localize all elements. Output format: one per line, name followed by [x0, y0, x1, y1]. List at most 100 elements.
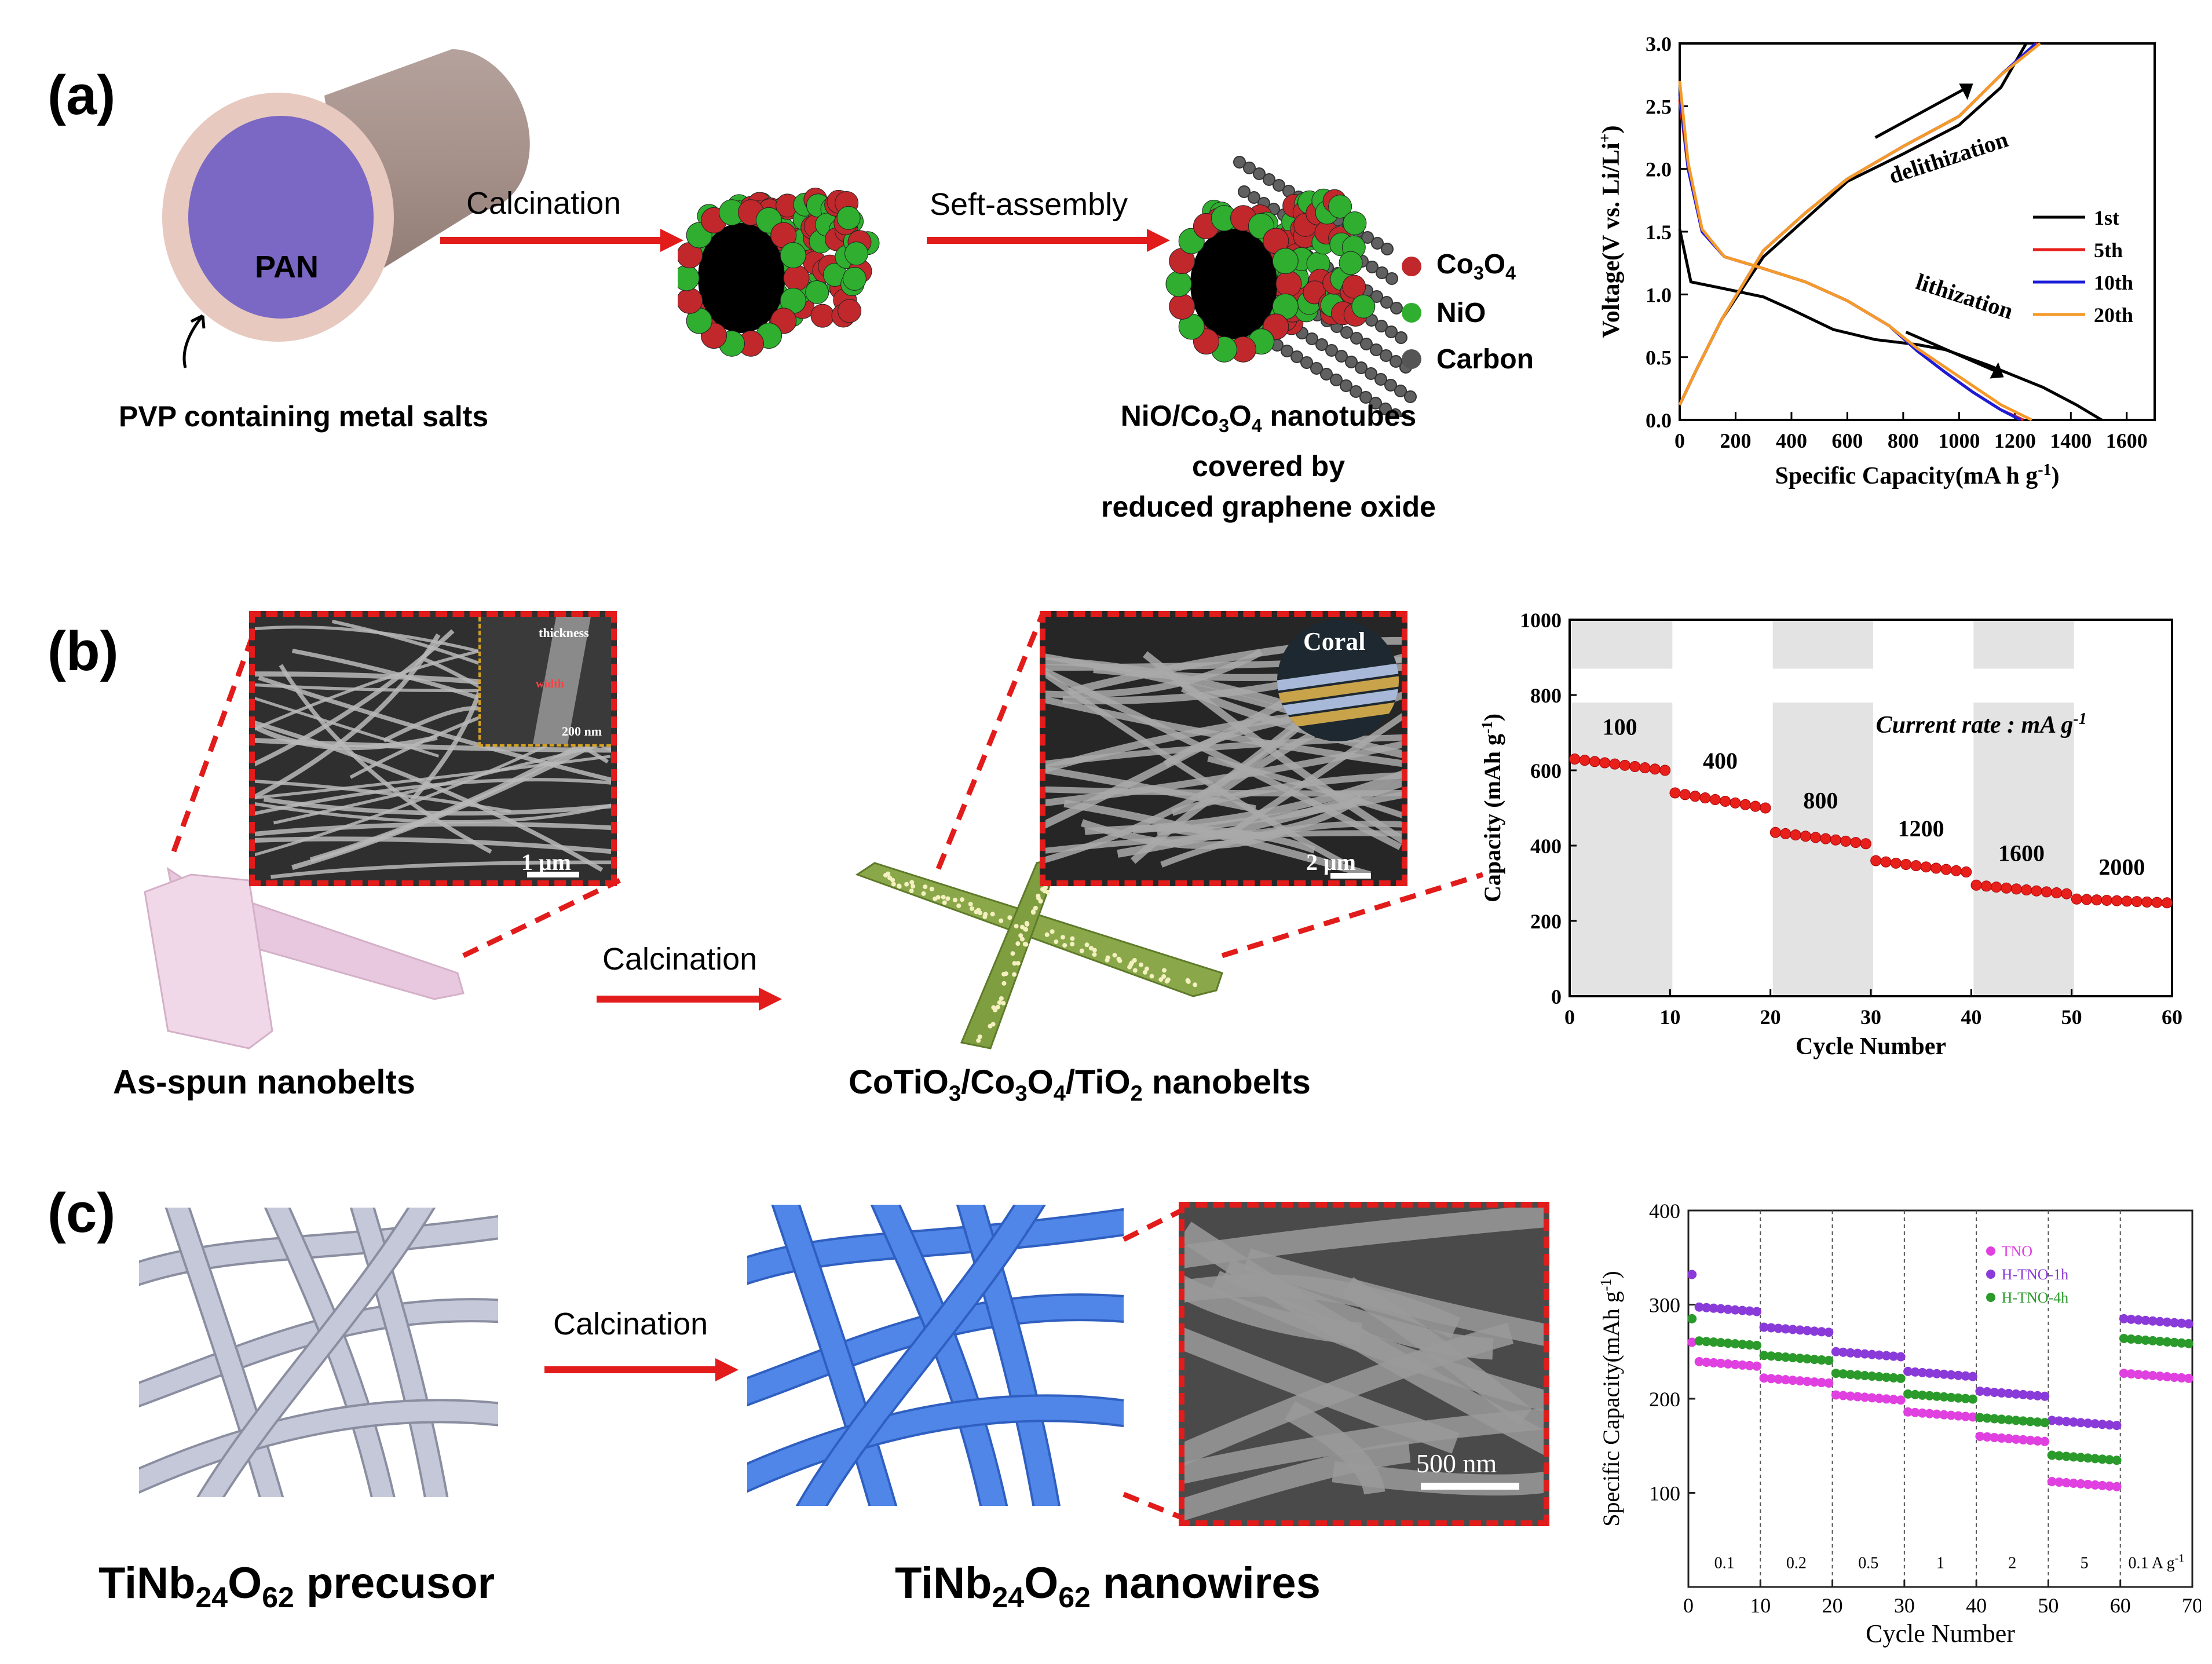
data-point-TNO: [2155, 1372, 2165, 1381]
data-point: [1750, 800, 1761, 812]
particle-dot: [921, 891, 926, 896]
rate-label: 1600: [1998, 840, 2045, 866]
data-point-H-TNO-1h: [2040, 1391, 2050, 1401]
data-point: [2161, 897, 2173, 909]
data-point-TNO: [1982, 1432, 1992, 1442]
data-point-TNO: [2162, 1372, 2172, 1381]
data-point-TNO: [1961, 1411, 1970, 1421]
sem-image-as-spun: thickness width 200 nm 1 μm: [249, 611, 617, 886]
data-point: [1880, 856, 1892, 868]
carbon-atom: [1385, 326, 1398, 338]
data-point-H-TNO-1h: [2126, 1314, 2136, 1324]
data-point: [1860, 838, 1871, 850]
data-point-H-TNO-1h: [1853, 1348, 1863, 1358]
data-point-H-TNO-1h: [1788, 1325, 1798, 1334]
particle-dot: [993, 1007, 998, 1012]
data-point-TNO: [1860, 1392, 1870, 1402]
data-point-TNO: [1990, 1432, 1999, 1442]
data-point-TNO: [1939, 1410, 1949, 1420]
co3o4-dot-icon: [1402, 257, 1421, 276]
data-point-H-TNO-4h: [1925, 1391, 1935, 1400]
sem-fiber: [255, 836, 611, 854]
data-point-TNO: [1831, 1390, 1841, 1400]
carbon-atom: [1253, 167, 1266, 180]
sem-fiber: [270, 860, 611, 879]
particle-dot: [983, 912, 988, 917]
data-point: [2111, 895, 2123, 906]
data-point: [1800, 831, 1811, 842]
data-point-H-TNO-1h: [1954, 1370, 1964, 1380]
calcination-label-c: Calcination: [553, 1307, 708, 1341]
particle-dot: [1062, 943, 1067, 948]
x-tick-label: 0: [1674, 429, 1685, 452]
sem-fiber: [1184, 1322, 1514, 1466]
y-tick-label: 2.5: [1646, 95, 1672, 118]
data-point-H-TNO-1h: [1730, 1305, 1740, 1315]
y-tick-label: 600: [1530, 759, 1562, 782]
data-point-H-TNO-1h: [2054, 1416, 2064, 1426]
data-point-H-TNO-4h: [2177, 1338, 2187, 1348]
particle-dot: [1044, 932, 1050, 937]
sem-fiber: [255, 802, 611, 824]
data-point-TNO: [1845, 1391, 1855, 1401]
sem-fiber: [1084, 824, 1316, 854]
data-point: [2061, 888, 2072, 899]
data-point: [1659, 765, 1671, 776]
data-point-TNO: [2133, 1370, 2143, 1380]
particle-dot: [1015, 941, 1021, 946]
data-point: [1870, 855, 1882, 866]
data-point-H-TNO-4h: [2133, 1334, 2143, 1344]
shaded-band: [1572, 620, 1673, 669]
data-point-TNO: [1889, 1395, 1899, 1405]
shaded-band: [1772, 620, 1873, 669]
data-point-H-TNO-4h: [2061, 1451, 2071, 1461]
particle-dot: [990, 912, 995, 917]
data-point-TNO: [2018, 1435, 2028, 1444]
legend-label-H-TNO-4h: H-TNO-4h: [2002, 1289, 2069, 1306]
particle-dot: [999, 996, 1004, 1001]
shaded-band: [1572, 703, 1673, 996]
carbon-atom: [1335, 350, 1348, 363]
data-point-H-TNO-4h: [1745, 1340, 1754, 1350]
particle-dot: [1142, 970, 1147, 975]
data-point-H-TNO-4h: [1809, 1355, 1819, 1365]
pan-fiber-illustration: [162, 49, 530, 368]
carbon-atom: [1300, 356, 1313, 369]
data-point-H-TNO-1h: [1816, 1327, 1826, 1337]
x-tick-label: 1400: [2050, 429, 2092, 452]
data-point-H-TNO-1h: [2141, 1315, 2151, 1325]
data-point: [1950, 865, 1962, 876]
particle-dot: [1138, 962, 1143, 967]
series-1st-charge: [1678, 42, 2028, 406]
data-point: [1709, 794, 1721, 806]
data-point: [1699, 792, 1711, 804]
data-point-H-TNO-1h: [2097, 1420, 2107, 1429]
particle-dot: [1161, 974, 1167, 979]
data-point-H-TNO-1h: [2025, 1390, 2035, 1400]
data-point-TNO: [1824, 1378, 1834, 1388]
sem3-scale-label: 500 nm: [1416, 1449, 1497, 1478]
data-point-H-TNO-1h: [1968, 1372, 1977, 1381]
data-point-TNO: [1702, 1357, 1712, 1367]
data-point-TNO: [2061, 1478, 2071, 1487]
data-point-H-TNO-4h: [1889, 1373, 1899, 1383]
self-assembly-label: Seft-assembly: [930, 187, 1128, 222]
data-point-H-TNO-4h: [2112, 1455, 2122, 1465]
sem-fiber: [1130, 692, 1402, 864]
data-point-H-TNO-1h: [1932, 1369, 1942, 1378]
data-point-H-TNO-1h: [1874, 1350, 1884, 1360]
calcined-nanobelts-illustration: [855, 855, 1223, 1049]
data-point-H-TNO-4h: [2018, 1416, 2028, 1426]
data-point-TNO: [2141, 1370, 2151, 1380]
data-point-TNO: [2025, 1435, 2035, 1445]
carbon-atom: [1281, 345, 1293, 357]
particle-dot: [995, 1004, 1000, 1010]
data-point-H-TNO-1h: [2032, 1391, 2042, 1400]
precursor-fiber-network: [139, 1208, 498, 1497]
legend-label-10th: 10th: [2094, 271, 2133, 294]
data-point-H-TNO-4h: [2148, 1336, 2158, 1345]
data-point: [1810, 832, 1822, 843]
data-point-H-TNO-1h: [2177, 1318, 2187, 1328]
data-point-H-TNO-4h: [2141, 1335, 2151, 1345]
sem-fiber: [255, 780, 511, 813]
